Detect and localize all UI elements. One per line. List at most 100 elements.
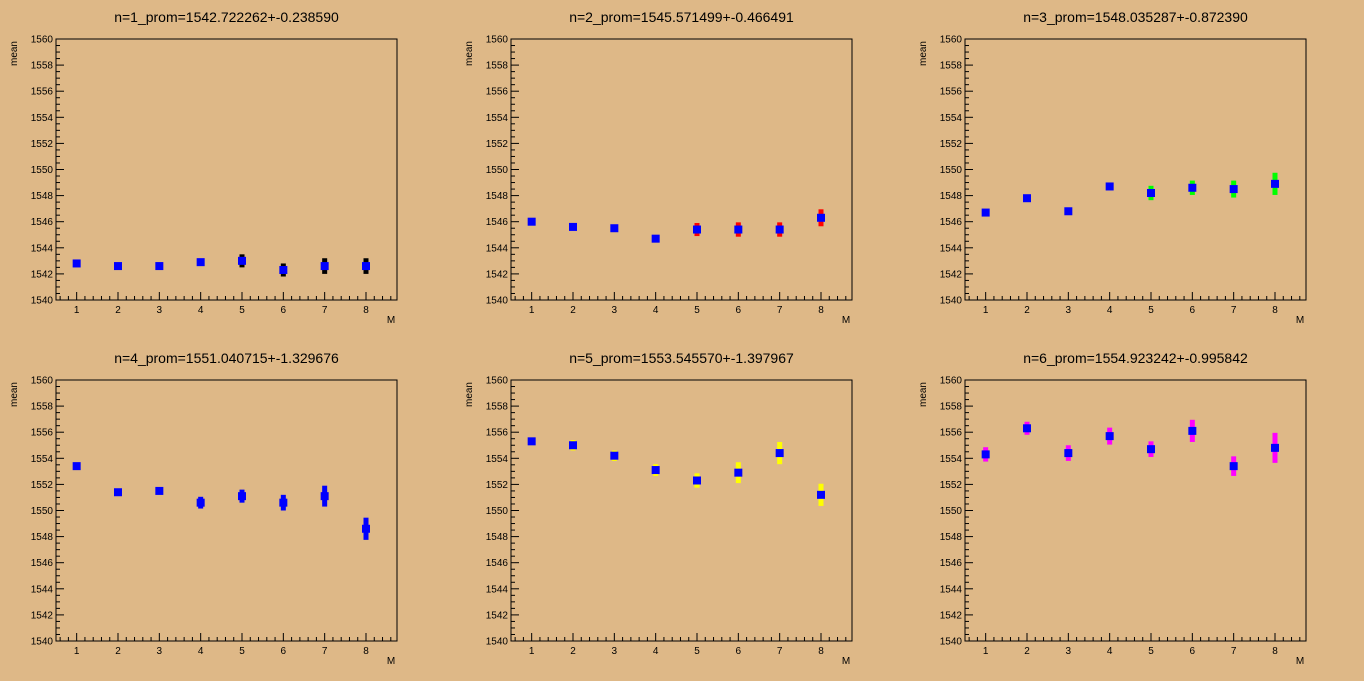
data-point xyxy=(1064,207,1073,216)
x-tick-label: 1 xyxy=(983,305,989,316)
x-tick-label: 8 xyxy=(363,305,369,316)
chart-panel-3: n=3_prom=1548.035287+-0.8723901540154215… xyxy=(918,9,1307,326)
data-series xyxy=(239,254,369,277)
data-point xyxy=(569,222,577,231)
chart-title: n=4_prom=1551.040715+-1.329676 xyxy=(114,350,339,366)
y-tick-label: 1550 xyxy=(940,165,963,176)
y-tick-label: 1560 xyxy=(486,376,509,387)
plot-frame xyxy=(55,379,398,642)
x-tick-label: 7 xyxy=(322,646,328,657)
y-tick-label: 1558 xyxy=(940,61,963,72)
data-point xyxy=(775,225,784,234)
y-tick-label: 1560 xyxy=(940,35,963,46)
y-tick-label: 1556 xyxy=(486,87,509,98)
x-tick-label: 5 xyxy=(239,305,245,316)
y-tick-label: 1558 xyxy=(486,61,509,72)
x-tick-label: 5 xyxy=(694,646,700,657)
data-point xyxy=(1188,183,1197,192)
y-tick-label: 1556 xyxy=(31,428,54,439)
data-point xyxy=(1105,432,1114,441)
y-tick-label: 1550 xyxy=(940,506,963,517)
y-tick-label: 1540 xyxy=(31,637,54,648)
x-tick-label: 6 xyxy=(1190,305,1196,316)
y-tick-label: 1544 xyxy=(486,584,509,595)
data-point xyxy=(1023,424,1031,433)
plot-frame xyxy=(55,38,398,301)
chart-title: n=2_prom=1545.571499+-0.466491 xyxy=(569,9,794,25)
data-point xyxy=(114,488,122,497)
x-tick-label: 6 xyxy=(281,305,287,316)
y-tick-label: 1544 xyxy=(940,243,963,254)
y-tick-label: 1544 xyxy=(31,243,54,254)
x-axis-label: M xyxy=(387,656,395,667)
data-point xyxy=(155,486,164,495)
data-series xyxy=(72,462,370,540)
x-tick-label: 6 xyxy=(736,305,742,316)
chart-panel-6: n=6_prom=1554.923242+-0.9958421540154215… xyxy=(918,350,1307,667)
y-tick-label: 1554 xyxy=(31,113,54,124)
y-tick-label: 1546 xyxy=(940,217,963,228)
data-point xyxy=(238,256,246,265)
y-tick-label: 1556 xyxy=(486,428,509,439)
x-tick-label: 4 xyxy=(653,646,659,657)
data-point xyxy=(610,224,619,233)
plot-frame xyxy=(964,38,1307,301)
y-tick-label: 1558 xyxy=(31,402,54,413)
data-point xyxy=(775,449,784,458)
y-tick-label: 1550 xyxy=(31,165,54,176)
data-point xyxy=(651,234,660,243)
x-tick-label: 3 xyxy=(1066,305,1072,316)
x-tick-label: 1 xyxy=(74,305,80,316)
data-point xyxy=(114,262,122,271)
x-tick-label: 4 xyxy=(1107,305,1113,316)
data-point xyxy=(527,217,536,226)
y-tick-label: 1540 xyxy=(31,296,54,307)
x-tick-label: 4 xyxy=(1107,646,1113,657)
y-tick-label: 1544 xyxy=(940,584,963,595)
data-point xyxy=(693,225,701,234)
x-tick-label: 8 xyxy=(1272,646,1278,657)
x-tick-label: 1 xyxy=(74,646,80,657)
y-axis-label: mean xyxy=(464,41,475,66)
chart-panel-1: n=1_prom=1542.722262+-0.2385901540154215… xyxy=(9,9,398,326)
data-point xyxy=(734,225,743,234)
x-tick-label: 1 xyxy=(529,305,535,316)
x-axis-label: M xyxy=(842,656,850,667)
data-point xyxy=(279,265,288,274)
x-tick-label: 7 xyxy=(322,305,328,316)
data-series xyxy=(1148,172,1278,201)
plot-frame xyxy=(964,379,1307,642)
x-tick-label: 7 xyxy=(777,646,783,657)
y-tick-label: 1558 xyxy=(486,402,509,413)
y-tick-label: 1552 xyxy=(486,139,509,150)
y-tick-label: 1546 xyxy=(486,558,509,569)
x-tick-label: 4 xyxy=(198,305,204,316)
x-tick-label: 2 xyxy=(570,646,576,657)
y-tick-label: 1554 xyxy=(31,454,54,465)
x-tick-label: 3 xyxy=(1066,646,1072,657)
y-tick-label: 1550 xyxy=(486,506,509,517)
data-series xyxy=(981,424,1279,471)
data-series xyxy=(981,179,1279,217)
data-point xyxy=(981,450,990,459)
data-point xyxy=(1229,185,1238,194)
x-tick-label: 3 xyxy=(157,305,163,316)
data-point xyxy=(651,466,660,475)
y-tick-label: 1552 xyxy=(31,480,54,491)
y-tick-label: 1542 xyxy=(940,269,963,280)
x-tick-label: 2 xyxy=(115,646,121,657)
y-tick-label: 1550 xyxy=(31,506,54,517)
data-point xyxy=(610,451,619,460)
data-point xyxy=(320,492,329,501)
chart-title: n=6_prom=1554.923242+-0.995842 xyxy=(1023,350,1248,366)
y-tick-label: 1548 xyxy=(31,532,54,543)
y-tick-label: 1560 xyxy=(940,376,963,387)
data-point xyxy=(1147,188,1155,197)
x-tick-label: 3 xyxy=(157,646,163,657)
x-axis-label: M xyxy=(842,315,850,326)
y-tick-label: 1552 xyxy=(940,480,963,491)
y-tick-label: 1546 xyxy=(940,558,963,569)
y-tick-label: 1548 xyxy=(486,532,509,543)
x-tick-label: 2 xyxy=(115,305,121,316)
y-tick-label: 1558 xyxy=(31,61,54,72)
